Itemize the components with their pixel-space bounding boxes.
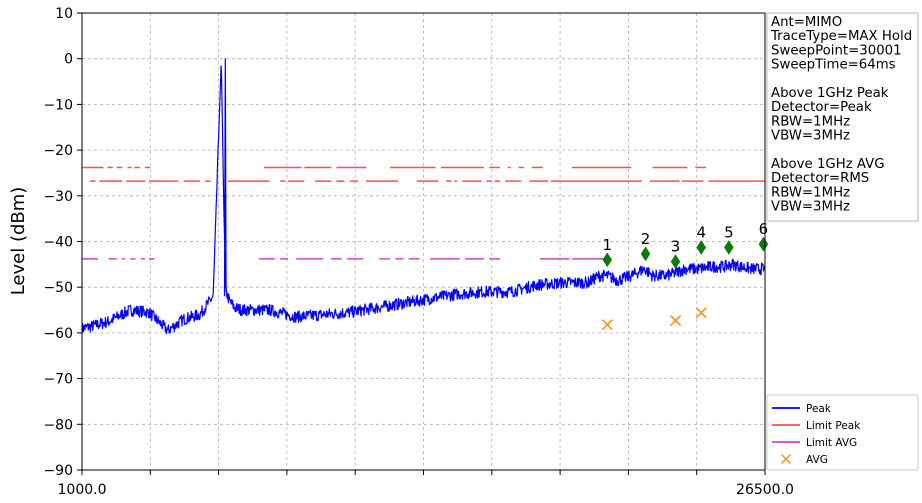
legend-label: Peak bbox=[806, 403, 832, 415]
legend-swatch-avg bbox=[781, 454, 791, 464]
y-tick-label: −40 bbox=[43, 235, 73, 251]
x-tick-label: 1000.0 bbox=[58, 482, 107, 498]
avg-points bbox=[601, 307, 707, 331]
legend-label: AVG bbox=[806, 454, 828, 466]
y-tick-label: −90 bbox=[43, 463, 73, 479]
legend-frame bbox=[766, 394, 919, 471]
y-tick-label: −30 bbox=[43, 189, 73, 205]
x-tick-label: 26500.0 bbox=[736, 482, 794, 498]
y-tick-label: −60 bbox=[43, 326, 73, 342]
info-line: Detector=RMS bbox=[771, 171, 869, 186]
info-line: SweepTime=64ms bbox=[771, 58, 896, 73]
peak-marker-label: 4 bbox=[696, 223, 706, 241]
peak-marker bbox=[696, 239, 707, 255]
peak-marker bbox=[640, 246, 651, 262]
avg-point bbox=[601, 319, 613, 331]
legend-label: Limit AVG bbox=[806, 437, 857, 449]
peak-marker bbox=[724, 239, 734, 255]
avg-point bbox=[695, 307, 707, 319]
y-axis-label: Level (dBm) bbox=[8, 187, 29, 296]
y-tick-label: −80 bbox=[43, 417, 73, 433]
info-line: Above 1GHz AVG bbox=[771, 157, 885, 172]
avg-point bbox=[670, 315, 682, 327]
peak-marker-label: 2 bbox=[641, 230, 651, 248]
info-box-frame bbox=[766, 12, 919, 222]
peak-marker bbox=[602, 252, 613, 268]
peak-trace-line bbox=[81, 58, 766, 335]
info-line: TraceType=MAX Hold bbox=[770, 29, 912, 44]
info-line: VBW=3MHz bbox=[771, 200, 850, 215]
peak-marker-label: 5 bbox=[724, 223, 734, 241]
peak-marker-label: 6 bbox=[759, 220, 769, 238]
info-line: SweepPoint=30001 bbox=[771, 43, 902, 58]
info-line: Above 1GHz Peak bbox=[771, 86, 889, 101]
y-tick-label: −10 bbox=[43, 97, 73, 113]
x-axis-ticks: 1000.0 26500.0 bbox=[58, 470, 794, 498]
info-line: RBW=1MHz bbox=[771, 114, 850, 129]
y-tick-label: −70 bbox=[43, 372, 73, 388]
peak-trace bbox=[81, 58, 766, 335]
peak-marker bbox=[670, 254, 681, 270]
info-line: Ant=MIMO bbox=[771, 15, 842, 30]
y-axis-ticks: 10 0 −10 −20 −30 −40 −50 −60 −70 −80 −90 bbox=[43, 6, 82, 479]
info-line: RBW=1MHz bbox=[771, 185, 850, 200]
info-line: VBW=3MHz bbox=[771, 129, 850, 144]
grid bbox=[82, 12, 765, 471]
peak-markers: 1 2 34 5 6 bbox=[602, 220, 769, 270]
peak-marker bbox=[758, 236, 769, 252]
y-tick-label: −50 bbox=[43, 280, 73, 296]
legend: Peak Limit Peak Limit AVG AVG bbox=[766, 394, 919, 471]
y-tick-label: 0 bbox=[64, 52, 73, 68]
peak-marker-label: 3 bbox=[671, 238, 681, 256]
peak-marker-label: 1 bbox=[602, 236, 612, 254]
info-line: Detector=Peak bbox=[771, 100, 872, 115]
limit-lines bbox=[82, 166, 765, 260]
y-tick-label: −20 bbox=[43, 143, 73, 159]
legend-entries: Peak Limit Peak Limit AVG AVG bbox=[772, 403, 861, 466]
y-tick-label: 10 bbox=[55, 6, 73, 22]
legend-label: Limit Peak bbox=[806, 420, 861, 432]
